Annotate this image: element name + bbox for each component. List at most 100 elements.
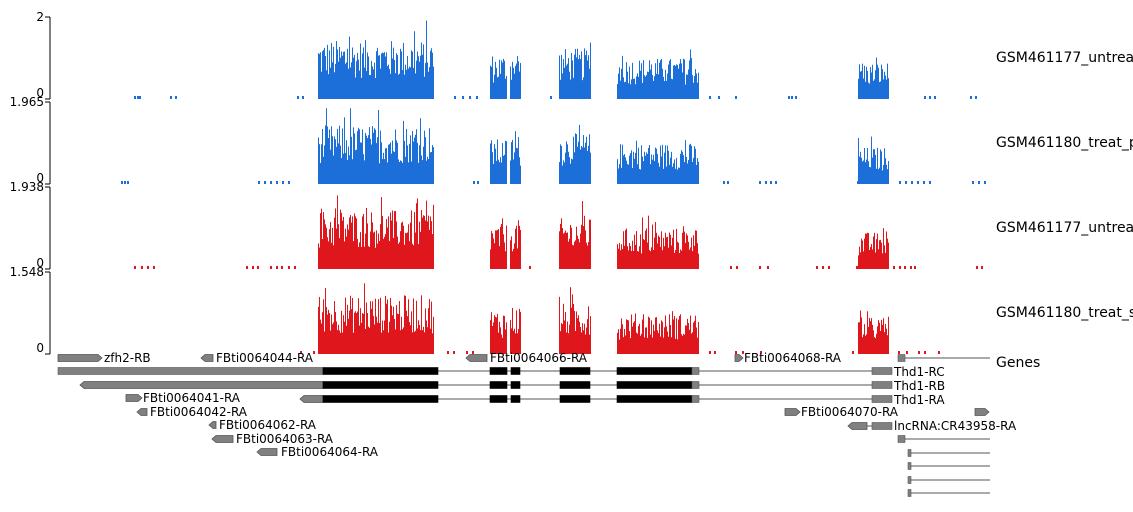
coverage-bar [362, 53, 363, 99]
coverage-bar [873, 236, 874, 269]
coverage-bar [633, 322, 634, 354]
coverage-bar [512, 307, 513, 354]
coverage-bar [408, 162, 409, 184]
coverage-bar [371, 212, 372, 269]
coverage-bar [357, 52, 358, 99]
coverage-bar [406, 69, 407, 99]
coverage-bar [343, 153, 344, 184]
coverage-bar [344, 321, 345, 354]
coverage-bar [675, 250, 676, 269]
coverage-bar [356, 218, 357, 269]
coverage-bar [866, 159, 867, 184]
coverage-bar [324, 331, 325, 354]
coverage-bar [352, 47, 353, 99]
coverage-bar [354, 54, 355, 99]
coverage-bar [331, 314, 332, 354]
coverage-bar [513, 159, 514, 184]
gene-label-FBti0064041-RA: FBti0064041-RA [143, 391, 241, 405]
coverage-bar [418, 162, 419, 184]
exon-lncRNA-b [871, 422, 893, 430]
coverage-bar [618, 168, 619, 184]
coverage-bar [413, 141, 414, 184]
coverage-bar [433, 204, 434, 269]
coverage-bar [673, 163, 674, 184]
coverage-bar [867, 148, 868, 184]
coverage-bar [359, 129, 360, 184]
coverage-bar [578, 141, 579, 184]
coverage-bar [332, 62, 333, 99]
coverage-bar [341, 310, 342, 354]
coverage-bar [493, 82, 494, 99]
coverage-bar [516, 63, 517, 99]
coverage-bar [871, 318, 872, 354]
coverage-bar [673, 319, 674, 354]
coverage-bar [674, 64, 675, 99]
coverage-bar [685, 140, 686, 184]
coverage-bar [386, 219, 387, 269]
coverage-bar [860, 252, 861, 269]
coverage-bar [516, 147, 517, 184]
coverage-bar [862, 63, 863, 99]
coverage-bar [350, 215, 351, 269]
coverage-bar [884, 245, 885, 269]
coverage-bar [664, 152, 665, 184]
coverage-bar [694, 75, 695, 99]
coverage-bar [864, 324, 865, 354]
coverage-bar [656, 317, 657, 354]
coverage-bar [412, 332, 413, 354]
coverage-bar [638, 76, 639, 99]
coverage-bar [321, 323, 322, 354]
coverage-bar [496, 317, 497, 354]
coverage-bar [515, 333, 516, 354]
coverage-bar [411, 161, 412, 184]
coverage-bar [501, 334, 502, 354]
coverage-bar [324, 145, 325, 184]
coverage-bar [899, 266, 901, 269]
coverage-bar [580, 149, 581, 184]
coverage-bar [357, 131, 358, 184]
coverage-bar [338, 224, 339, 269]
coverage-bar [405, 156, 406, 184]
coverage-bar [859, 322, 860, 354]
coverage-bar [405, 232, 406, 269]
coverage-bar [696, 230, 697, 269]
coverage-bar [866, 334, 867, 354]
coverage-bar [868, 82, 869, 99]
coverage-bar [573, 136, 574, 184]
coverage-bar [495, 316, 496, 354]
coverage-bar [590, 219, 591, 269]
coverage-bar [899, 181, 901, 184]
coverage-bar [634, 158, 635, 184]
coverage-bar [682, 232, 683, 269]
coverage-bar [571, 158, 572, 184]
coverage-bar [354, 213, 355, 269]
coverage-bar [353, 241, 354, 269]
coverage-bar [735, 351, 737, 354]
coverage-bar [346, 62, 347, 99]
coverage-bar [364, 246, 365, 269]
coverage-bar [429, 229, 430, 269]
coverage-bar [589, 219, 590, 269]
coverage-bar [336, 146, 337, 184]
track-GSM461177_untreat_single: 1.938 0 GSM461177_untreat_single [10, 180, 1133, 270]
coverage-bar [659, 237, 660, 269]
coverage-bar [373, 232, 374, 269]
coverage-bar [861, 317, 862, 354]
coverage-bar [651, 64, 652, 99]
coverage-bar [421, 209, 422, 269]
coverage-bar [589, 68, 590, 99]
coverage-bar [517, 148, 518, 184]
coverage-bar [661, 59, 662, 99]
coverage-bar [576, 57, 577, 99]
coverage-bar [880, 330, 881, 354]
coverage-bar [496, 230, 497, 269]
coverage-bar [369, 75, 370, 99]
coverage-bar [409, 322, 410, 354]
coverage-bar [329, 313, 330, 354]
coverage-bar [687, 163, 688, 184]
gene-feature-zfh2-RB [57, 354, 103, 362]
coverage-bar [981, 266, 983, 269]
coverage-bar [632, 62, 633, 99]
coverage-bar [413, 298, 414, 354]
coverage-bar [568, 58, 569, 99]
